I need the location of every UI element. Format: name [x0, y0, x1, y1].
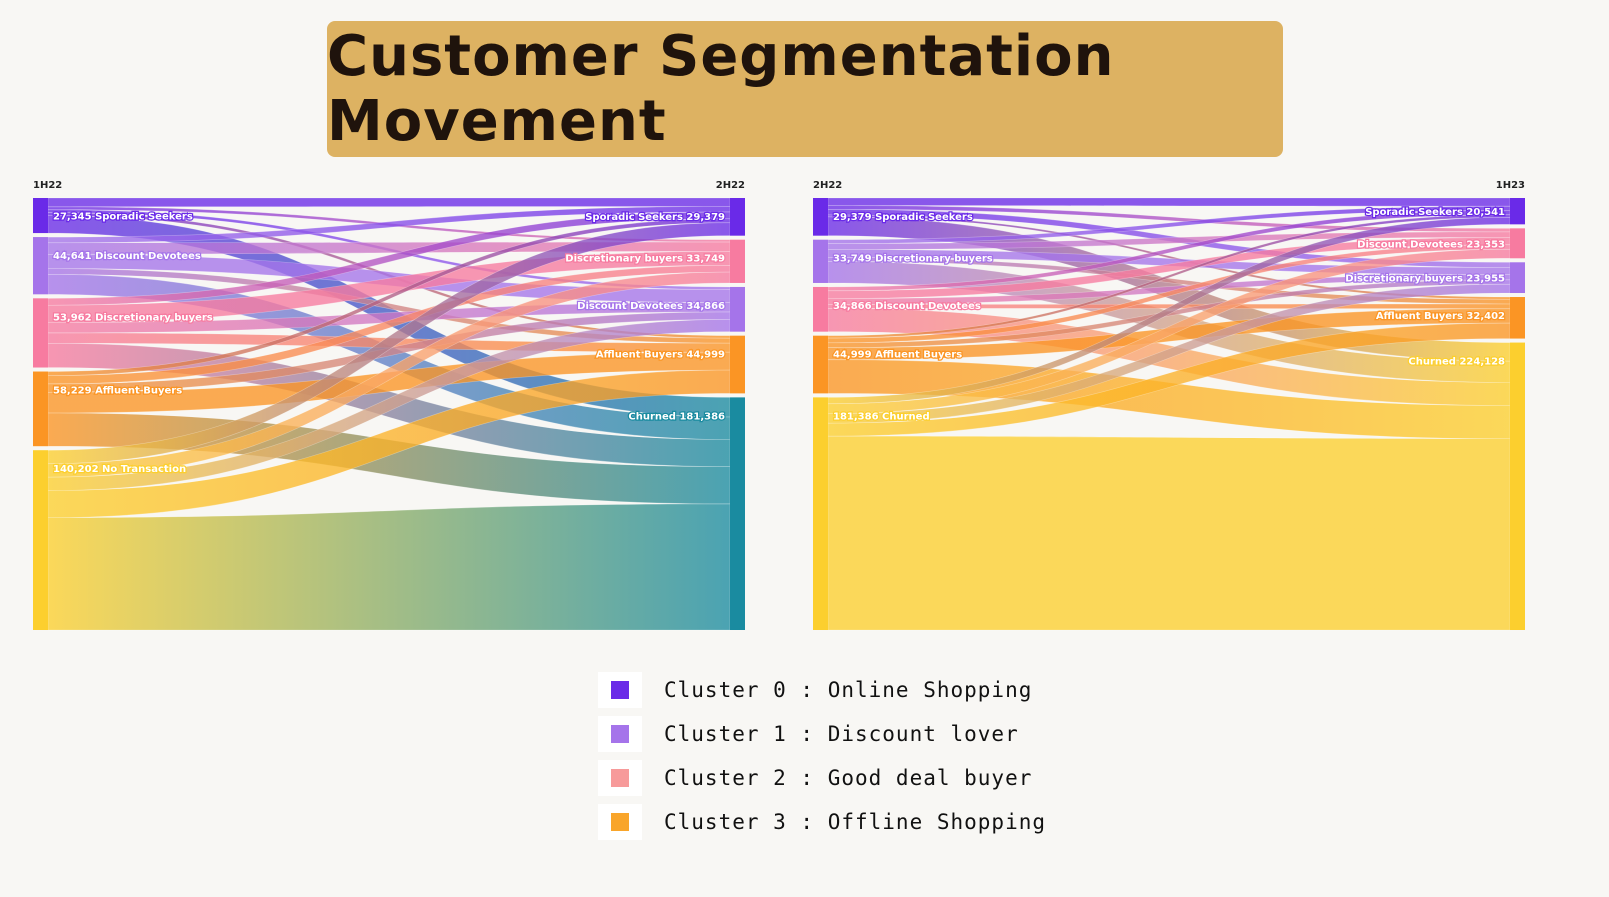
source-node — [813, 286, 828, 332]
sankey-flow — [827, 322, 1511, 437]
sankey-flow — [47, 271, 731, 478]
source-node-label: 29,379 Sporadic Seekers — [833, 212, 973, 223]
source-node — [813, 198, 828, 236]
sankey-svg: 27,345 Sporadic Seekers 44,641 Discount D… — [33, 197, 745, 631]
source-stage-label: 2H22 — [813, 180, 843, 191]
legend-label: Cluster 1 : Discount lover — [664, 722, 1019, 746]
target-stage-label: 2H22 — [715, 180, 745, 191]
source-stage-label: 1H22 — [33, 180, 63, 191]
target-node-label: Churned 224,128 — [1408, 357, 1505, 368]
target-node-label: Churned 181,386 — [628, 411, 725, 422]
source-node-label: 34,866 Discount Devotees — [833, 301, 981, 312]
target-node — [1510, 297, 1525, 339]
target-node-label: Sporadic Seekers 29,379 — [585, 212, 725, 223]
target-node — [1510, 228, 1525, 259]
target-node — [1510, 198, 1525, 225]
sankey-chart-1h22-2h22: 1H22 2H22 27,345 Sporadic Seekers 44,641 … — [33, 180, 745, 631]
sankey-flow — [47, 197, 731, 208]
source-node-label: 53,962 Discretionary buyers — [53, 312, 213, 323]
target-node — [730, 239, 745, 283]
source-node — [813, 239, 828, 283]
target-node-label: Affluent Buyers 32,402 — [1376, 311, 1505, 322]
target-node-label: Sporadic Seekers 20,541 — [1365, 207, 1505, 218]
source-node — [33, 198, 48, 234]
source-node-label: 140,202 No Transaction — [53, 464, 186, 475]
source-node — [33, 371, 48, 447]
target-node — [730, 397, 745, 630]
target-stage-label: 1H23 — [1495, 180, 1525, 191]
source-node-label: 27,345 Sporadic Seekers — [53, 212, 193, 223]
sankey-chart-2h22-1h23: 2H22 1H23 29,379 Sporadic Seekers 33,749 … — [813, 180, 1525, 631]
legend-item-cluster-1: Cluster 1 : Discount lover — [598, 712, 1046, 756]
source-node-label: 58,229 Affluent Buyers — [53, 386, 182, 397]
source-node-label: 181,386 Churned — [833, 411, 930, 422]
legend-label: Cluster 2 : Good deal buyer — [664, 766, 1033, 790]
sankey-flow — [827, 197, 1511, 207]
legend: Cluster 0 : Online Shopping Cluster 1 : … — [598, 668, 1046, 844]
legend-item-cluster-2: Cluster 2 : Good deal buyer — [598, 756, 1046, 800]
target-node-label: Affluent Buyers 44,999 — [596, 350, 725, 361]
source-node — [813, 397, 828, 630]
target-node — [1510, 262, 1525, 294]
title-banner: Customer Segmentation Movement — [327, 21, 1283, 157]
legend-swatch — [611, 681, 629, 699]
target-node-label: Discretionary buyers 33,749 — [565, 254, 725, 265]
legend-swatch — [611, 813, 629, 831]
sankey-flow — [47, 503, 731, 631]
target-node — [730, 198, 745, 236]
source-node-label: 33,749 Discretionary buyers — [833, 254, 993, 265]
source-node-label: 44,641 Discount Devotees — [53, 251, 201, 262]
target-node — [730, 335, 745, 394]
source-node — [33, 298, 48, 368]
sankey-svg: 29,379 Sporadic Seekers 33,749 Discretion… — [813, 197, 1525, 631]
legend-swatch — [611, 725, 629, 743]
legend-item-cluster-3: Cluster 3 : Offline Shopping — [598, 800, 1046, 844]
source-node-label: 44,999 Affluent Buyers — [833, 350, 962, 361]
legend-label: Cluster 3 : Offline Shopping — [664, 810, 1047, 834]
target-node — [730, 286, 745, 332]
sankey-flow — [827, 435, 1511, 631]
target-node-label: Discount Devotees 23,353 — [1357, 239, 1505, 250]
target-node-label: Discretionary buyers 23,955 — [1345, 274, 1505, 285]
legend-label: Cluster 0 : Online Shopping — [664, 678, 1033, 702]
source-node — [33, 237, 48, 295]
sankey-flow — [827, 283, 1511, 424]
legend-swatch — [611, 769, 629, 787]
sankey-flow — [827, 248, 1511, 414]
page-title: Customer Segmentation Movement — [327, 24, 1115, 154]
source-node — [33, 450, 48, 630]
source-node — [813, 335, 828, 394]
legend-item-cluster-0: Cluster 0 : Online Shopping — [598, 668, 1046, 712]
target-node-label: Discount Devotees 34,866 — [577, 301, 725, 312]
target-node — [1510, 342, 1525, 630]
